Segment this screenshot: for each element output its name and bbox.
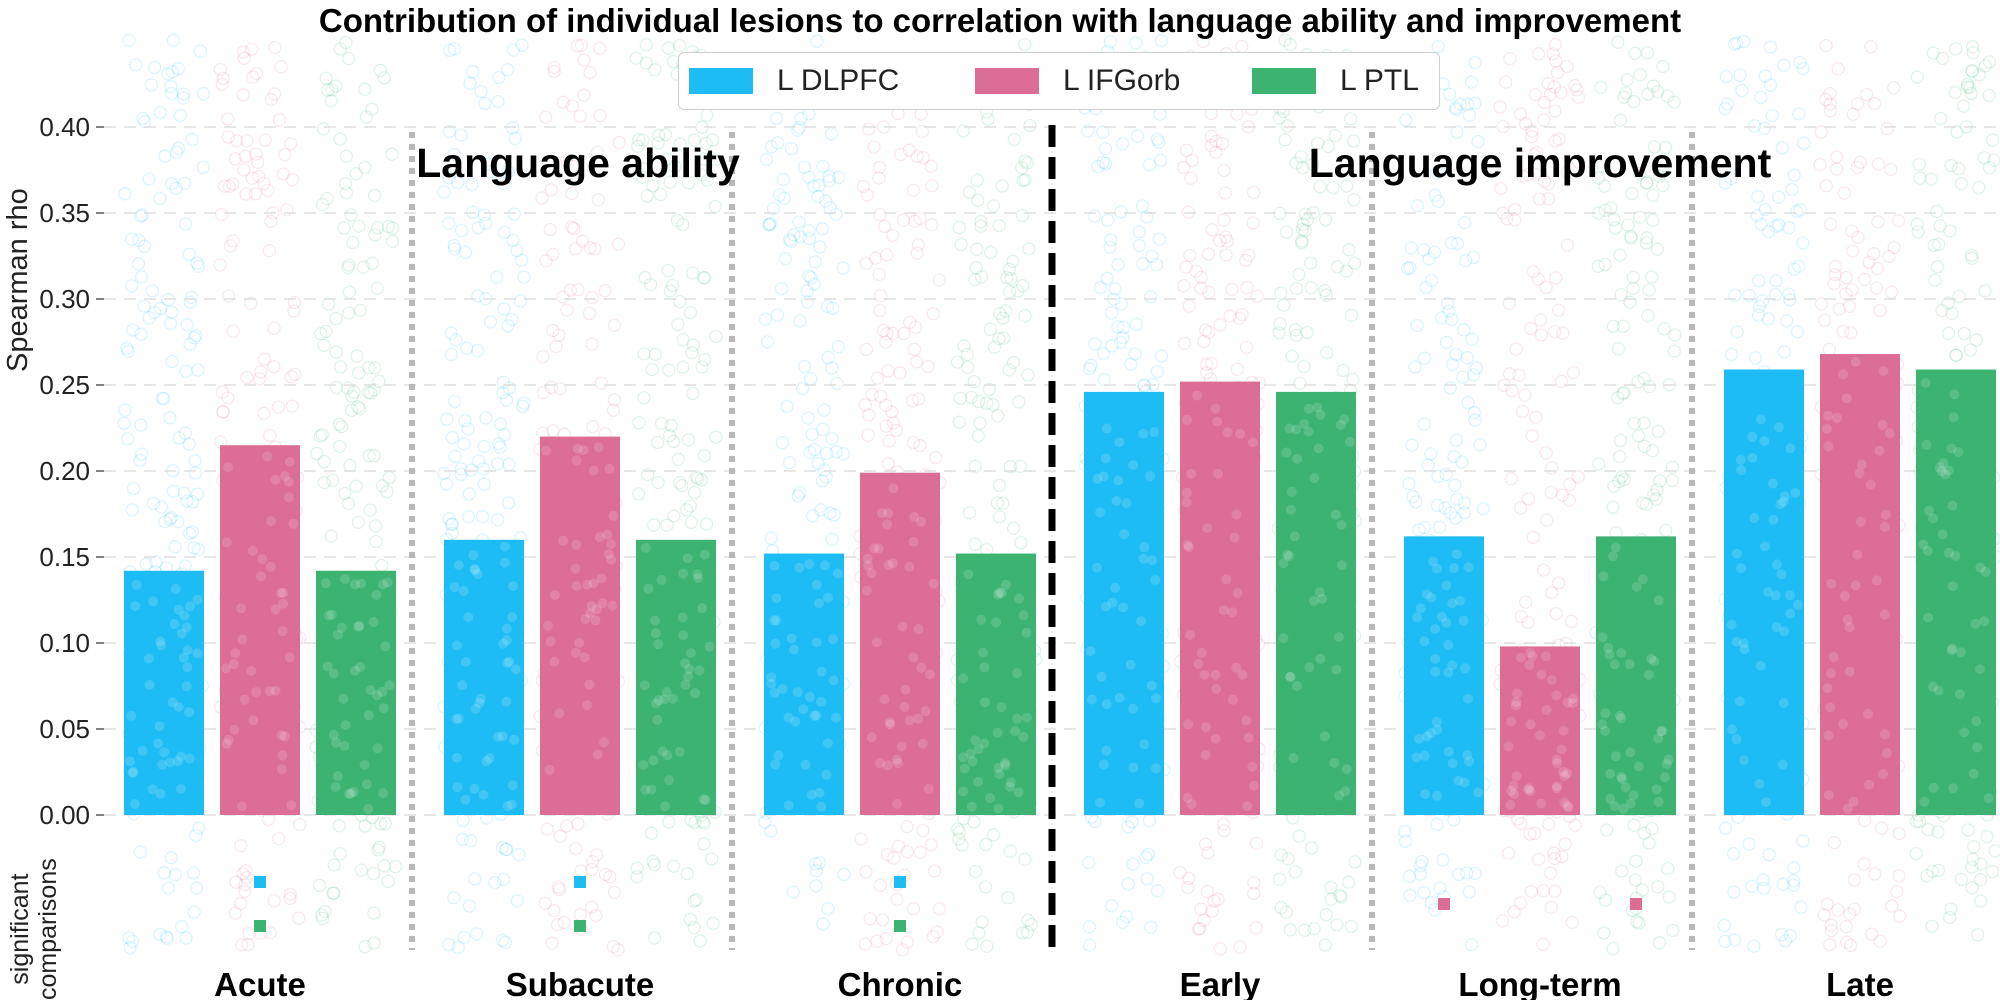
y-tick-label: 0.20 [39, 456, 90, 486]
significance-markers-layer [254, 876, 1642, 932]
category-labels-layer: Acute Subacute Chronic Early Long-term Late [214, 966, 1894, 1000]
category-label-early: Early [1180, 966, 1261, 1000]
bar-long-term-l-ptl [1596, 536, 1676, 815]
section-label-improvement: Language improvement [1309, 140, 1772, 186]
y-ticks-layer: 0.00 0.05 0.10 0.15 0.20 0.25 0.30 0.35 0.40 [39, 112, 104, 830]
y-tick-label: 0.05 [39, 714, 90, 744]
significant-label-line1: significant [6, 873, 34, 985]
category-label-subacute: Subacute [506, 966, 655, 1000]
bar-acute-l-dlpfc [124, 570, 204, 815]
category-label-acute: Acute [214, 966, 306, 1000]
y-axis-label: Spearman rho [2, 188, 34, 372]
sig-marker [1630, 898, 1642, 910]
y-tick-label: 0.35 [39, 198, 90, 228]
category-label-long-term: Long-term [1458, 966, 1621, 1000]
sig-marker [1438, 898, 1450, 910]
chart-title: Contribution of individual lesions to co… [318, 2, 1682, 39]
sig-marker [254, 920, 266, 932]
y-tick-label: 0.30 [39, 284, 90, 314]
legend-item-ptl: L PTL [1252, 53, 1419, 109]
y-tick-label: 0.10 [39, 628, 90, 658]
sig-marker [894, 920, 906, 932]
bar-subacute-l-ifgorb [540, 436, 620, 815]
bar-early-l-ptl [1276, 391, 1356, 815]
sig-marker [254, 876, 266, 888]
divider-layer [409, 125, 1695, 952]
bar-long-term-l-dlpfc [1404, 536, 1484, 815]
legend-label-dlpfc: L DLPFC [777, 64, 900, 97]
sig-marker [574, 876, 586, 888]
legend-label-ifgorb: L IFGorb [1063, 64, 1181, 97]
category-label-chronic: Chronic [838, 966, 963, 1000]
section-label-ability: Language ability [416, 140, 740, 186]
bar-long-term-l-ifgorb [1500, 646, 1580, 815]
y-tick-label: 0.15 [39, 542, 90, 572]
bars-layer [124, 354, 1996, 815]
bar-chronic-l-ptl [956, 553, 1036, 815]
y-tick-label: 0.25 [39, 370, 90, 400]
legend-item-ifgorb: L IFGorb [975, 53, 1180, 109]
legend: L DLPFC L IFGorb L PTL [678, 52, 1440, 110]
category-label-late: Late [1826, 966, 1894, 1000]
bar-subacute-l-ptl [636, 539, 716, 815]
significant-label-line2: comparisons [34, 858, 62, 1000]
sig-marker [574, 920, 586, 932]
bar-early-l-dlpfc [1084, 391, 1164, 815]
bar-acute-l-ifgorb [220, 445, 300, 815]
bar-chronic-l-dlpfc [764, 553, 844, 815]
legend-swatch-ifgorb [975, 68, 1039, 94]
legend-item-dlpfc: L DLPFC [689, 53, 899, 109]
bar-subacute-l-dlpfc [444, 539, 524, 815]
bar-late-l-ifgorb [1820, 354, 1900, 815]
y-tick-label: 0.00 [39, 800, 90, 830]
bar-late-l-ptl [1916, 369, 1996, 815]
legend-swatch-ptl [1252, 68, 1316, 94]
significant-comparisons-label: significant comparisons [6, 858, 62, 1000]
legend-label-ptl: L PTL [1340, 64, 1419, 97]
sig-marker [894, 876, 906, 888]
bar-early-l-ifgorb [1180, 381, 1260, 815]
bar-late-l-dlpfc [1724, 369, 1804, 815]
bar-acute-l-ptl [316, 570, 396, 815]
legend-swatch-dlpfc [689, 68, 753, 94]
y-tick-label: 0.40 [39, 112, 90, 142]
bar-chronic-l-ifgorb [860, 472, 940, 815]
